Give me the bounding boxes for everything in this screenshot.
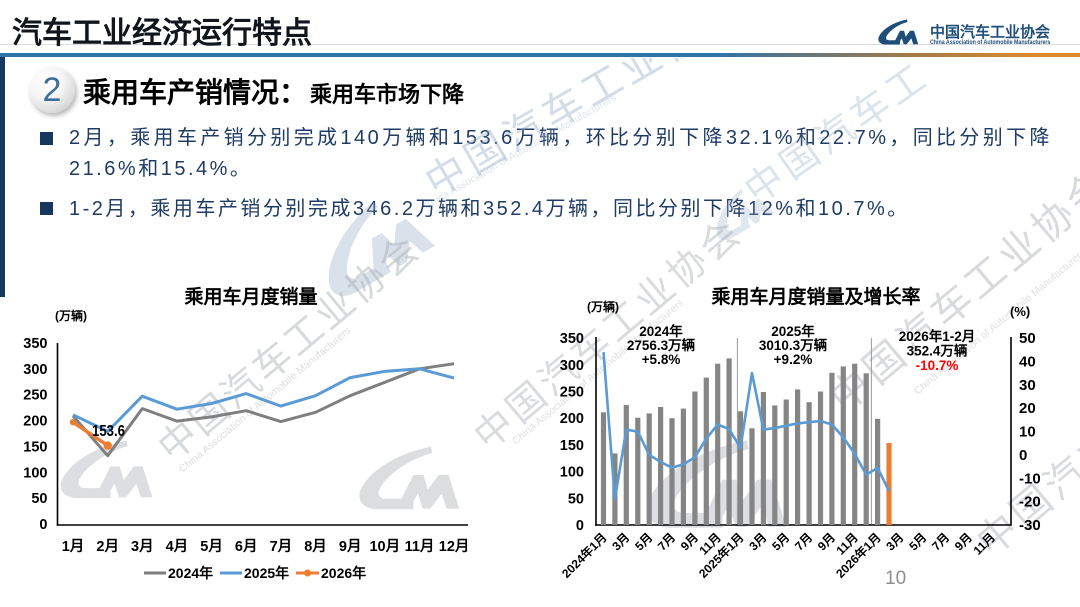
svg-text:7月: 7月 <box>929 530 952 553</box>
svg-text:3月: 3月 <box>609 530 632 553</box>
svg-text:5月: 5月 <box>632 530 655 553</box>
svg-text:(%): (%) <box>1010 304 1030 319</box>
svg-text:2026年: 2026年 <box>321 565 366 581</box>
svg-text:10月: 10月 <box>369 538 400 555</box>
svg-text:0: 0 <box>576 518 584 534</box>
svg-text:2026年1-2月: 2026年1-2月 <box>899 328 976 344</box>
svg-text:-10.7%: -10.7% <box>916 358 959 373</box>
svg-text:350: 350 <box>560 331 584 347</box>
svg-text:1月: 1月 <box>62 538 85 555</box>
svg-text:2025年: 2025年 <box>771 323 815 339</box>
svg-text:153.6: 153.6 <box>92 423 125 440</box>
svg-text:2024年: 2024年 <box>168 565 213 581</box>
svg-text:3月: 3月 <box>883 530 906 553</box>
svg-text:2月: 2月 <box>96 538 119 555</box>
svg-text:30: 30 <box>1019 377 1036 394</box>
svg-text:(万辆): (万辆) <box>587 299 619 314</box>
svg-text:20: 20 <box>1019 400 1036 417</box>
svg-text:200: 200 <box>23 414 47 430</box>
svg-text:4月: 4月 <box>166 538 189 555</box>
svg-text:100: 100 <box>23 465 47 481</box>
svg-text:50: 50 <box>568 491 584 507</box>
svg-text:250: 250 <box>23 388 47 404</box>
svg-text:10: 10 <box>1019 424 1036 441</box>
svg-text:-10: -10 <box>1019 470 1041 487</box>
svg-text:40: 40 <box>1019 354 1036 371</box>
svg-text:0: 0 <box>39 517 47 533</box>
svg-text:5月: 5月 <box>769 530 792 553</box>
svg-text:11月: 11月 <box>405 538 435 555</box>
svg-text:9月: 9月 <box>339 538 362 555</box>
svg-text:-30: -30 <box>1019 517 1041 534</box>
svg-text:10: 10 <box>885 568 906 589</box>
svg-text:8月: 8月 <box>304 538 327 555</box>
svg-text:2756.3万辆: 2756.3万辆 <box>627 337 696 353</box>
svg-text:352.4万辆: 352.4万辆 <box>907 343 968 359</box>
svg-text:300: 300 <box>560 358 584 374</box>
svg-text:150: 150 <box>560 438 584 454</box>
svg-text:3月: 3月 <box>746 530 769 553</box>
svg-text:2025年: 2025年 <box>244 565 289 581</box>
svg-text:+9.2%: +9.2% <box>774 352 813 367</box>
svg-text:-20: -20 <box>1019 494 1041 511</box>
svg-text:乘用车月度销量: 乘用车月度销量 <box>183 285 317 308</box>
svg-text:乘用车月度销量及增长率: 乘用车月度销量及增长率 <box>710 285 920 308</box>
svg-text:2024年1月: 2024年1月 <box>558 530 609 581</box>
svg-text:350: 350 <box>23 336 47 352</box>
svg-text:100: 100 <box>560 465 584 481</box>
svg-text:2024年: 2024年 <box>639 323 683 339</box>
svg-text:300: 300 <box>23 362 47 378</box>
svg-text:50: 50 <box>1019 330 1036 347</box>
svg-text:250: 250 <box>560 385 584 401</box>
svg-text:0: 0 <box>1019 447 1027 464</box>
svg-text:200: 200 <box>560 411 584 427</box>
svg-text:(万辆): (万辆) <box>55 308 87 323</box>
svg-text:11月: 11月 <box>971 530 998 557</box>
svg-text:7月: 7月 <box>270 538 293 555</box>
svg-text:12月: 12月 <box>439 538 470 555</box>
svg-text:+5.8%: +5.8% <box>642 352 681 367</box>
svg-text:5月: 5月 <box>200 538 223 555</box>
svg-text:7月: 7月 <box>792 530 815 553</box>
svg-text:6月: 6月 <box>235 538 258 555</box>
svg-text:150: 150 <box>23 439 47 455</box>
svg-text:50: 50 <box>31 491 47 507</box>
svg-text:5月: 5月 <box>906 530 929 553</box>
svg-text:7月: 7月 <box>655 530 678 553</box>
svg-text:3月: 3月 <box>131 538 154 555</box>
svg-text:3010.3万辆: 3010.3万辆 <box>759 337 828 353</box>
